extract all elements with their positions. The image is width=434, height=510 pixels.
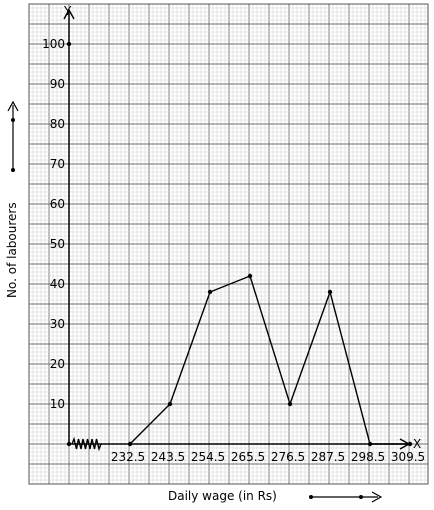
data-point [367,441,373,447]
x-axis-title: Daily wage (in Rs) [168,489,277,503]
x-direction-arrow-head [371,491,383,503]
x-tick-label: 276.5 [271,450,305,464]
y-tick-label: 80 [50,117,65,131]
y-axis-title: No. of labourers [5,202,19,298]
y-direction-arrow-dot [11,168,15,172]
x-tick-label: 287.5 [311,450,345,464]
x-tick-label: 309.5 [391,450,425,464]
x-tick-label: 243.5 [151,450,185,464]
y-tick-label: 50 [50,237,65,251]
y-tick-label: 60 [50,197,65,211]
y-tick-label: 70 [50,157,65,171]
axis-captions: Daily wage (in Rs) No. of labourers [5,100,383,503]
graph-paper-grid [28,3,429,485]
y-axis-arrowhead [63,8,75,20]
x-tick-label: 254.5 [191,450,225,464]
data-point [207,289,213,295]
data-point [287,401,293,407]
axes: X Y [63,4,421,452]
y-direction-arrow-head [7,100,19,112]
y-tick-label: 40 [50,277,65,291]
data-point [327,289,333,295]
data-point [167,401,173,407]
axis-break-zigzag [71,436,102,452]
x-tick-label: 298.5 [351,450,385,464]
data-point [127,441,133,447]
y-direction-arrow-icon [7,100,19,172]
series [66,41,413,447]
y-tick-label: 90 [50,77,65,91]
y-tick-label: 10 [50,397,65,411]
x-direction-arrow-icon [309,491,383,503]
x-direction-arrow-dot [359,495,363,499]
y-axis-top-point [66,41,72,47]
tick-labels: 10 20 30 40 50 60 70 80 90 100 232.5 243.5 254.5 265.… [42,37,425,464]
grid-border [28,3,429,485]
y-tick-label: 20 [50,357,65,371]
data-point [247,273,253,279]
x-axis-letter: X [413,437,421,451]
data-point [407,441,413,447]
series-line [129,275,410,445]
x-direction-arrow-dot [309,495,313,499]
y-tick-label: 100 [42,37,65,51]
y-tick-label: 30 [50,317,65,331]
y-axis-letter: Y [63,4,72,18]
x-tick-label: 265.5 [231,450,265,464]
y-direction-arrow-dot [11,118,15,122]
x-tick-label: 232.5 [111,450,145,464]
origin-point [66,441,72,447]
